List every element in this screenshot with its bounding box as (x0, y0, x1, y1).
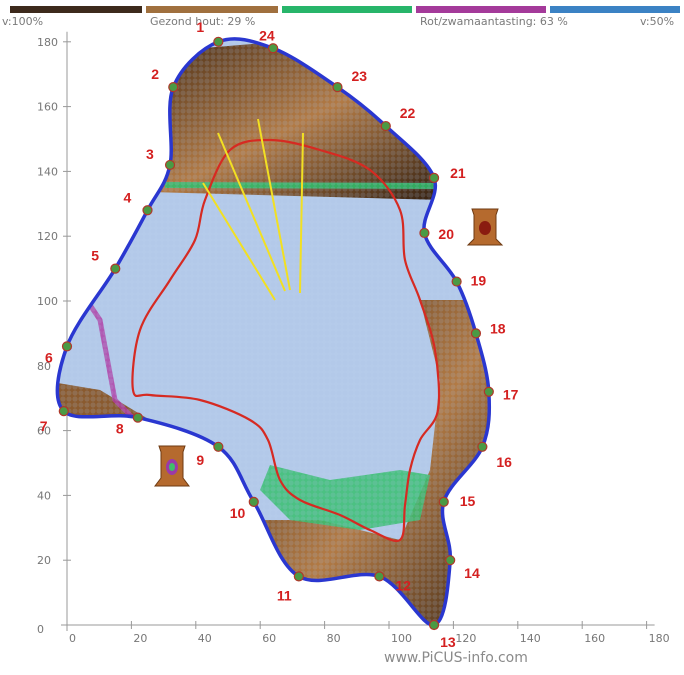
y-tick-label: 0 (37, 623, 44, 636)
measurement-point (428, 172, 440, 183)
measurement-point-label: 2 (151, 66, 159, 82)
measurement-point (61, 341, 73, 352)
x-tick-label: 180 (649, 632, 670, 645)
measurement-point-label: 1 (196, 19, 204, 35)
axes: 0 20 40 60 80 100 120 140 160 180 0 20 40 60 80 100 120… (37, 31, 670, 645)
measurement-point-label: 24 (259, 27, 275, 43)
probe-line (299, 132, 304, 294)
sensor-icon-upper (466, 208, 504, 246)
measurement-point-label: 17 (503, 387, 519, 403)
measurement-point-label: 20 (438, 226, 454, 242)
legend-color-blue (550, 6, 680, 13)
y-tick-label: 80 (37, 360, 51, 373)
sound-zone-outline (131, 138, 441, 543)
measurement-point (451, 276, 462, 287)
measurement-point-label: 15 (460, 493, 476, 509)
measurement-point-label: 16 (496, 454, 512, 470)
measurement-point-label: 6 (45, 349, 53, 365)
legend-color-green (282, 6, 412, 13)
measurement-point-label: 14 (464, 565, 480, 581)
measurement-point-label: 5 (91, 248, 99, 264)
measurement-point-label: 19 (471, 273, 487, 289)
y-tick-label: 20 (37, 554, 51, 567)
y-tick-label: 100 (37, 295, 58, 308)
measurement-point-label: 3 (146, 146, 154, 162)
measurement-point-label: 21 (450, 165, 466, 181)
x-tick-label: 160 (584, 632, 605, 645)
x-tick-label: 120 (455, 632, 476, 645)
measurement-point (374, 571, 385, 582)
measurement-point (483, 386, 494, 397)
legend-color-dark-brown (10, 6, 142, 13)
measurement-point-label: 23 (351, 68, 367, 84)
legend-decay-label: Rot/zwamaantasting: 63 % (420, 15, 568, 28)
x-tick-label: 140 (520, 632, 541, 645)
measurement-point (438, 496, 449, 507)
x-tick-label: 100 (391, 632, 412, 645)
measurement-point-label: 12 (395, 577, 411, 593)
measurement-point-label: 9 (196, 452, 204, 468)
measurement-point (428, 619, 440, 631)
measurement-point-label: 18 (490, 320, 506, 336)
measurement-point-label: 7 (40, 418, 48, 434)
measurement-point (110, 263, 121, 274)
measurement-point (445, 555, 456, 566)
measurement-point-label: 11 (277, 587, 292, 603)
measurement-point (58, 406, 69, 417)
measurement-point-label: 13 (440, 634, 456, 650)
measurement-point (380, 120, 391, 132)
x-tick-label: 60 (262, 632, 276, 645)
legend-color-purple (416, 6, 546, 13)
measurement-point (213, 441, 224, 452)
measurement-point (248, 496, 259, 507)
measurement-point-label: 8 (116, 421, 124, 437)
measurement-point-label: 4 (124, 189, 132, 205)
y-tick-label: 120 (37, 230, 58, 243)
measurement-point (168, 82, 179, 93)
measurement-point (419, 227, 430, 239)
measurement-point (267, 43, 279, 54)
measurement-point-label: 10 (230, 505, 246, 521)
y-tick-label: 160 (37, 101, 58, 114)
legend-left-label: v:100% (2, 15, 44, 28)
legend-bar: v:100% Gezond hout: 29 % Rot/zwamaantast… (0, 0, 684, 32)
y-tick-label: 60 (37, 425, 51, 438)
measurement-point (213, 36, 224, 47)
x-tick-label: 40 (198, 632, 212, 645)
sensor-icon-lower (154, 445, 190, 487)
x-tick-label: 20 (133, 632, 147, 645)
probe-line (202, 182, 276, 301)
probe-line (257, 118, 291, 291)
probe-lines (202, 118, 304, 301)
measurement-point (470, 328, 482, 339)
y-tick-label: 180 (37, 36, 58, 49)
measurement-point (132, 412, 143, 423)
legend-color-brown (146, 6, 278, 13)
y-tick-label: 40 (37, 489, 51, 502)
legend-sound-wood-label: Gezond hout: 29 % (150, 15, 256, 28)
measurement-point (293, 571, 304, 582)
probe-line (217, 132, 286, 292)
measurement-point (164, 159, 176, 171)
measurement-point (332, 82, 343, 93)
measurement-point (477, 441, 488, 452)
measurement-point (142, 205, 153, 216)
x-tick-label: 80 (327, 632, 341, 645)
legend-right-label: v:50% (640, 15, 675, 28)
x-tick-label: 0 (69, 632, 76, 645)
watermark: www.PiCUS-info.com (384, 650, 528, 666)
y-tick-label: 140 (37, 165, 58, 178)
measurement-point-label: 22 (400, 105, 416, 121)
